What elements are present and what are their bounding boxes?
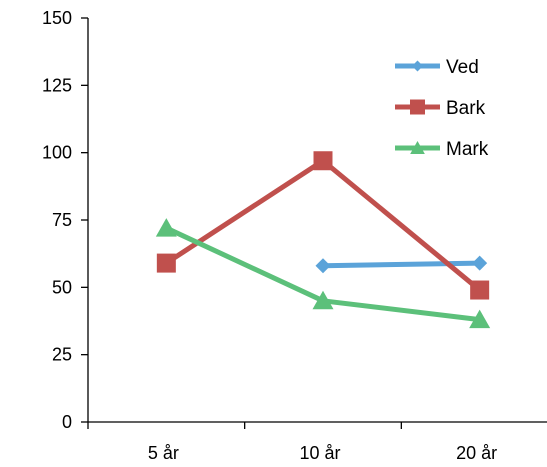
chart-series [155, 151, 491, 329]
legend-item-bark: Bark [395, 98, 486, 119]
x-tick-label: 5 år [148, 443, 179, 463]
series-line-ved [322, 260, 480, 269]
y-tick-label: 150 [42, 8, 72, 28]
legend-label-mark: Mark [446, 139, 489, 160]
legend-marker-ved [412, 60, 423, 72]
y-tick-label: 50 [52, 277, 72, 297]
x-tick-label: 10 år [299, 443, 340, 463]
y-axis-tick-labels: 0 25 50 75 100 125 150 [42, 8, 72, 432]
data-point-ved [472, 255, 488, 271]
legend-item-mark: Mark [395, 139, 489, 160]
y-tick-label: 25 [52, 345, 72, 365]
data-point-bark [470, 280, 490, 300]
series-ved [315, 255, 488, 274]
x-axis-tick-labels: 5 år 10 år 20 år [148, 443, 497, 463]
legend-item-ved: Ved [395, 57, 479, 78]
x-tick-label: 20 år [456, 443, 497, 463]
data-point-bark [156, 253, 176, 273]
legend-label-bark: Bark [446, 98, 486, 119]
series-bark [156, 151, 490, 300]
series-mark [155, 218, 491, 329]
y-tick-label: 75 [52, 210, 72, 230]
data-point-bark [313, 151, 333, 171]
data-point-mark [469, 309, 491, 329]
y-tick-label: 0 [62, 412, 72, 432]
legend-label-ved: Ved [446, 57, 479, 78]
legend-marker-bark [410, 99, 425, 115]
legend-marker-mark [410, 141, 425, 154]
y-tick-label: 100 [42, 143, 72, 163]
data-point-mark [155, 218, 177, 237]
chart-axes [81, 17, 547, 429]
chart-legend: Ved Bark Mark [395, 57, 489, 160]
data-point-mark [312, 290, 334, 310]
data-point-ved [315, 258, 331, 274]
y-tick-label: 125 [42, 75, 72, 95]
